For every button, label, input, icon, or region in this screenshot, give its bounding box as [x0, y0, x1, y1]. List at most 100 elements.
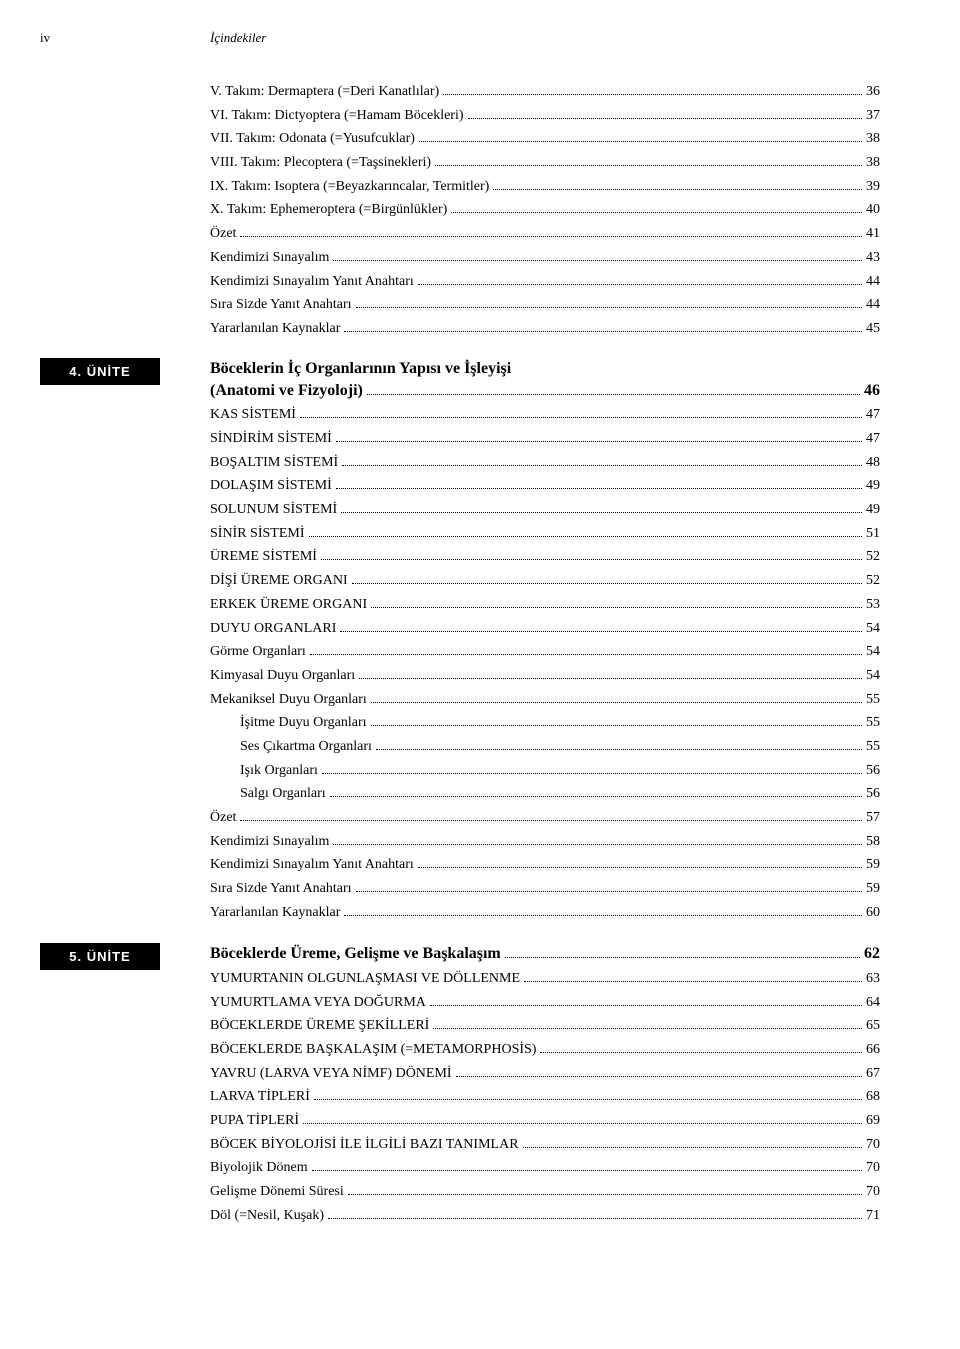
dots-leader: [443, 94, 862, 95]
dots-leader: [433, 1028, 862, 1029]
toc-entry-page: 52: [866, 546, 880, 568]
toc-entry: Yararlanılan Kaynaklar45: [210, 318, 880, 340]
toc-entry: Özet41: [210, 223, 880, 245]
toc-entry: ÜREME SİSTEMİ 52: [210, 546, 880, 568]
toc-entry: BÖCEKLERDE BAŞKALAŞIM (=METAMORPHOSİS)66: [210, 1039, 880, 1061]
toc-entry: Görme Organları54: [210, 641, 880, 663]
toc-entry-text: Işık Organları: [240, 760, 318, 782]
page-number: iv: [40, 30, 210, 46]
toc-entry-text: Ses Çıkartma Organları: [240, 736, 372, 758]
toc-entry-page: 38: [866, 152, 880, 174]
toc-entry-page: 44: [866, 294, 880, 316]
toc-entry-page: 49: [866, 499, 880, 521]
dots-leader: [341, 512, 862, 513]
toc-entry: Yararlanılan Kaynaklar60: [210, 902, 880, 924]
toc-entry-text: Sıra Sizde Yanıt Anahtarı: [210, 294, 352, 316]
toc-entry-text: YUMURTLAMA VEYA DOĞURMA: [210, 992, 426, 1014]
toc-entry: Kendimizi Sınayalım 58: [210, 831, 880, 853]
toc-entry-page: 57: [866, 807, 880, 829]
unit-4-content: Böceklerin İç Organlarının Yapısı ve İşl…: [210, 358, 880, 926]
unit-5-items: YUMURTANIN OLGUNLAŞMASI VE DÖLLENME63YUM…: [210, 968, 880, 1227]
dots-leader: [359, 678, 862, 679]
toc-entry-page: 51: [866, 523, 880, 545]
toc-entry-page: 54: [866, 618, 880, 640]
toc-entry: Mekaniksel Duyu Organları55: [210, 689, 880, 711]
dots-leader: [240, 820, 862, 821]
dots-leader: [333, 844, 862, 845]
toc-entry: BÖCEKLERDE ÜREME ŞEKİLLERİ65: [210, 1015, 880, 1037]
toc-entry: YUMURTANIN OLGUNLAŞMASI VE DÖLLENME63: [210, 968, 880, 990]
dots-leader: [336, 488, 862, 489]
toc-entry-text: IX. Takım: Isoptera (=Beyazkarıncalar, T…: [210, 176, 489, 198]
unit-5-content: Böceklerde Üreme, Gelişme ve Başkalaşım …: [210, 943, 880, 1228]
toc-entry: KAS SİSTEMİ47: [210, 404, 880, 426]
toc-entry-text: Kendimizi Sınayalım: [210, 831, 329, 853]
toc-entry-text: PUPA TİPLERİ: [210, 1110, 299, 1132]
toc-entry-text: BÖCEK BİYOLOJİSİ İLE İLGİLİ BAZI TANIMLA…: [210, 1134, 519, 1156]
toc-entry-text: YAVRU (LARVA VEYA NİMF) DÖNEMİ: [210, 1063, 452, 1085]
toc-entry-text: ÜREME SİSTEMİ: [210, 546, 317, 568]
toc-entry-page: 56: [866, 760, 880, 782]
dots-leader: [524, 981, 862, 982]
toc-entry-text: SİNİR SİSTEMİ: [210, 523, 305, 545]
dots-leader: [493, 189, 862, 190]
toc-entry-text: BÖCEKLERDE ÜREME ŞEKİLLERİ: [210, 1015, 429, 1037]
dots-leader: [322, 773, 862, 774]
toc-entry-page: 70: [866, 1157, 880, 1179]
toc-entry: LARVA TİPLERİ68: [210, 1086, 880, 1108]
toc-entry-text: Mekaniksel Duyu Organları: [210, 689, 367, 711]
dots-leader: [418, 284, 862, 285]
toc-entry: SİNDİRİM SİSTEMİ47: [210, 428, 880, 450]
toc-entry-page: 54: [866, 641, 880, 663]
unit-5-title-text: Böceklerde Üreme, Gelişme ve Başkalaşım: [210, 943, 501, 965]
dots-leader: [505, 957, 860, 958]
toc-entry-text: V. Takım: Dermaptera (=Deri Kanatlılar): [210, 81, 439, 103]
toc-entry-page: 70: [866, 1181, 880, 1203]
toc-entry: Ses Çıkartma Organları55: [210, 736, 880, 758]
toc-entry: V. Takım: Dermaptera (=Deri Kanatlılar)3…: [210, 81, 880, 103]
unit-4-title-line1: Böceklerin İç Organlarının Yapısı ve İşl…: [210, 358, 880, 380]
toc-entry-text: Gelişme Dönemi Süresi: [210, 1181, 344, 1203]
toc-entry: VII. Takım: Odonata (=Yusufcuklar)38: [210, 128, 880, 150]
dots-leader: [352, 583, 862, 584]
header-title: İçindekiler: [210, 30, 880, 46]
toc-entry-text: LARVA TİPLERİ: [210, 1086, 310, 1108]
toc-entry-page: 52: [866, 570, 880, 592]
toc-entry: Sıra Sizde Yanıt Anahtarı59: [210, 878, 880, 900]
toc-entry-text: Salgı Organları: [240, 783, 326, 805]
dots-leader: [314, 1099, 862, 1100]
unit-4-title-text: (Anatomi ve Fizyoloji): [210, 380, 363, 402]
dots-leader: [344, 915, 862, 916]
toc-entry-text: Kendimizi Sınayalım Yanıt Anahtarı: [210, 854, 414, 876]
toc-entry-page: 60: [866, 902, 880, 924]
toc-entry: Sıra Sizde Yanıt Anahtarı 44: [210, 294, 880, 316]
toc-entry-page: 47: [866, 404, 880, 426]
toc-entry-text: VII. Takım: Odonata (=Yusufcuklar): [210, 128, 415, 150]
dots-leader: [430, 1005, 862, 1006]
toc-entry-text: Özet: [210, 807, 236, 829]
toc-entry: DOLAŞIM SİSTEMİ49: [210, 475, 880, 497]
toc-entry: DİŞİ ÜREME ORGANI52: [210, 570, 880, 592]
unit-4-title-page: 46: [864, 380, 880, 402]
toc-entry-text: Döl (=Nesil, Kuşak): [210, 1205, 324, 1227]
toc-entry: SİNİR SİSTEMİ 51: [210, 523, 880, 545]
toc-entry-page: 58: [866, 831, 880, 853]
toc-entry-text: DUYU ORGANLARI: [210, 618, 336, 640]
toc-entry: ERKEK ÜREME ORGANI53: [210, 594, 880, 616]
toc-entry: İşitme Duyu Organları55: [210, 712, 880, 734]
toc-entry-page: 66: [866, 1039, 880, 1061]
unit-4-items: KAS SİSTEMİ47SİNDİRİM SİSTEMİ47BOŞALTIM …: [210, 404, 880, 923]
toc-entry-page: 69: [866, 1110, 880, 1132]
dots-leader: [435, 165, 862, 166]
toc-entry-text: VIII. Takım: Plecoptera (=Taşsinekleri): [210, 152, 431, 174]
toc-entry: Salgı Organları56: [210, 783, 880, 805]
toc-entry-text: İşitme Duyu Organları: [240, 712, 367, 734]
intro-section: V. Takım: Dermaptera (=Deri Kanatlılar) 3…: [210, 81, 880, 340]
toc-entry-text: ERKEK ÜREME ORGANI: [210, 594, 367, 616]
toc-entry-text: Özet: [210, 223, 236, 245]
toc-entry-page: 64: [866, 992, 880, 1014]
dots-leader: [540, 1052, 862, 1053]
page-header: iv İçindekiler: [40, 30, 880, 46]
toc-entry-page: 44: [866, 271, 880, 293]
dots-leader: [371, 702, 862, 703]
